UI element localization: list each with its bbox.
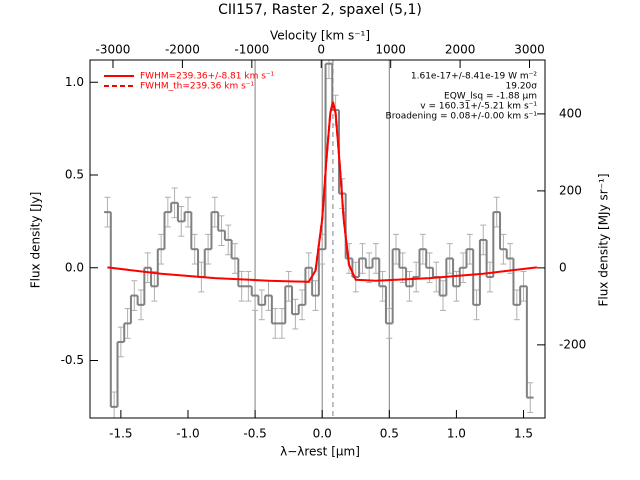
x-tick-label: -1.5 — [109, 427, 132, 441]
x2-axis-label: Velocity [km s⁻¹] — [270, 29, 370, 43]
y-axis-label: Flux density [Jy] — [29, 192, 43, 289]
x2-tick-label: -1000 — [234, 43, 269, 57]
x-tick-label: 0.5 — [380, 427, 399, 441]
x-tick-label: 1.0 — [447, 427, 466, 441]
plot-frame — [89, 59, 546, 419]
x2-tick-label: 2000 — [445, 43, 476, 57]
x2-tick-label: 0 — [317, 43, 325, 57]
y-tick-label: 1.0 — [65, 75, 84, 89]
y-tick-label: 0.5 — [65, 168, 84, 182]
x-tick-label: 1.5 — [514, 427, 533, 441]
y2-tick-label: 400 — [559, 106, 582, 120]
y-tick-label: 0.0 — [65, 260, 84, 274]
x2-tick-label: 3000 — [514, 43, 545, 57]
legend-label: FWHM_th=239.36 km s⁻¹ — [140, 82, 255, 92]
annotation: 1.61e-17+/-8.41e-19 W m⁻² — [411, 72, 538, 82]
x-tick-label: -1.0 — [176, 427, 199, 441]
annotation: EQW_lsq = -1.88 μm — [444, 92, 537, 102]
x2-tick-label: -2000 — [165, 43, 200, 57]
fit-curve — [314, 101, 357, 281]
x2-tick-label: 1000 — [375, 43, 406, 57]
annotation: 19.20σ — [506, 82, 538, 92]
y2-tick-label: 200 — [559, 183, 582, 197]
legend-label: FWHM=239.36+/-8.81 km s⁻¹ — [140, 72, 275, 82]
y2-axis-label: Flux density [MJy sr⁻¹] — [597, 173, 611, 306]
x2-tick-label: -3000 — [96, 43, 131, 57]
x-tick-label: -0.5 — [243, 427, 266, 441]
x-tick-label: 0.0 — [313, 427, 332, 441]
y-tick-label: -0.5 — [61, 353, 84, 367]
y2-tick-label: -200 — [559, 337, 586, 351]
annotation: v = 160.31+/-5.21 km s⁻¹ — [420, 102, 537, 112]
annotation: Broadening = 0.08+/-0.00 km s⁻¹ — [386, 112, 538, 122]
x-axis-label: λ−λrest [μm] — [280, 445, 360, 459]
y2-tick-label: 0 — [559, 260, 567, 274]
chart-title: CII157, Raster 2, spaxel (5,1) — [218, 2, 422, 18]
